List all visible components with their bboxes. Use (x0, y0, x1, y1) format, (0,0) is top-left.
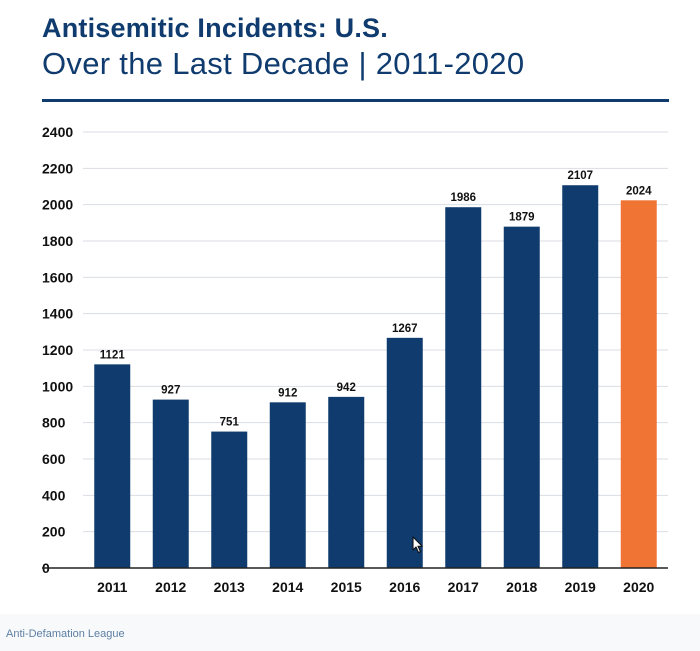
data-label-2018: 1879 (509, 212, 535, 224)
bar-2014 (269, 402, 306, 568)
data-label-2016: 1267 (392, 323, 418, 335)
bar-2013 (211, 431, 248, 568)
y-tick-label: 1800 (42, 233, 73, 249)
x-tick-label-2019: 2019 (565, 579, 596, 595)
data-label-2015: 942 (337, 382, 356, 394)
y-tick-label: 200 (42, 524, 66, 540)
x-tick-label-2015: 2015 (331, 579, 362, 595)
y-tick-label: 1600 (42, 269, 73, 285)
bar-2011 (94, 364, 131, 568)
bar-2016 (386, 337, 423, 568)
y-tick-label: 800 (42, 415, 66, 431)
bar-2015 (328, 396, 365, 568)
y-axis-ticks: 0200400600800100012001400160018002000220… (42, 124, 73, 576)
y-tick-label: 2000 (42, 197, 73, 213)
x-tick-label-2013: 2013 (214, 579, 245, 595)
y-tick-label: 1400 (42, 306, 73, 322)
data-label-2020: 2024 (626, 185, 652, 197)
bar-2018 (503, 226, 540, 569)
x-tick-label-2016: 2016 (389, 579, 420, 595)
chart-panel: Antisemitic Incidents: U.S. Over the Las… (42, 13, 669, 595)
bar-2012 (152, 399, 189, 568)
bars (94, 185, 657, 569)
data-labels: 1121 927 751 912 942 1267 1986 1879 2107 2024 (100, 170, 652, 428)
bar-2017 (445, 207, 482, 568)
x-tick-label-2017: 2017 (448, 579, 479, 595)
bar-2020 (620, 200, 657, 568)
x-tick-label-2020: 2020 (623, 579, 654, 595)
mouse-pointer-icon (412, 536, 423, 554)
data-label-2017: 1986 (450, 192, 476, 204)
x-tick-label-2014: 2014 (272, 579, 303, 595)
y-tick-label: 1200 (42, 342, 73, 358)
chart-subtitle: Over the Last Decade | 2011-2020 (42, 46, 525, 81)
x-tick-label-2012: 2012 (155, 579, 186, 595)
y-tick-label: 400 (42, 487, 66, 503)
y-tick-label: 600 (42, 451, 66, 467)
footer (0, 614, 700, 651)
bar-2019 (562, 185, 599, 568)
data-label-2019: 2107 (567, 170, 593, 182)
x-axis-ticks: 2011 2012 2013 2014 2015 2016 2017 2018 2019 2020 (97, 579, 654, 595)
y-tick-label: 2200 (42, 160, 73, 176)
x-tick-label-2018: 2018 (506, 579, 537, 595)
y-tick-label: 2400 (42, 124, 73, 140)
data-label-2013: 751 (220, 417, 240, 429)
data-label-2014: 912 (278, 387, 297, 399)
source-credit: Anti-Defamation League (6, 628, 125, 640)
x-tick-label-2011: 2011 (97, 579, 128, 595)
chart-title: Antisemitic Incidents: U.S. (42, 13, 388, 43)
title-divider (42, 99, 669, 102)
data-label-2011: 1121 (100, 349, 126, 361)
data-label-2012: 927 (161, 385, 180, 397)
y-tick-label: 1000 (42, 378, 73, 394)
bar-chart: 0200400600800100012001400160018002000220… (42, 124, 668, 595)
